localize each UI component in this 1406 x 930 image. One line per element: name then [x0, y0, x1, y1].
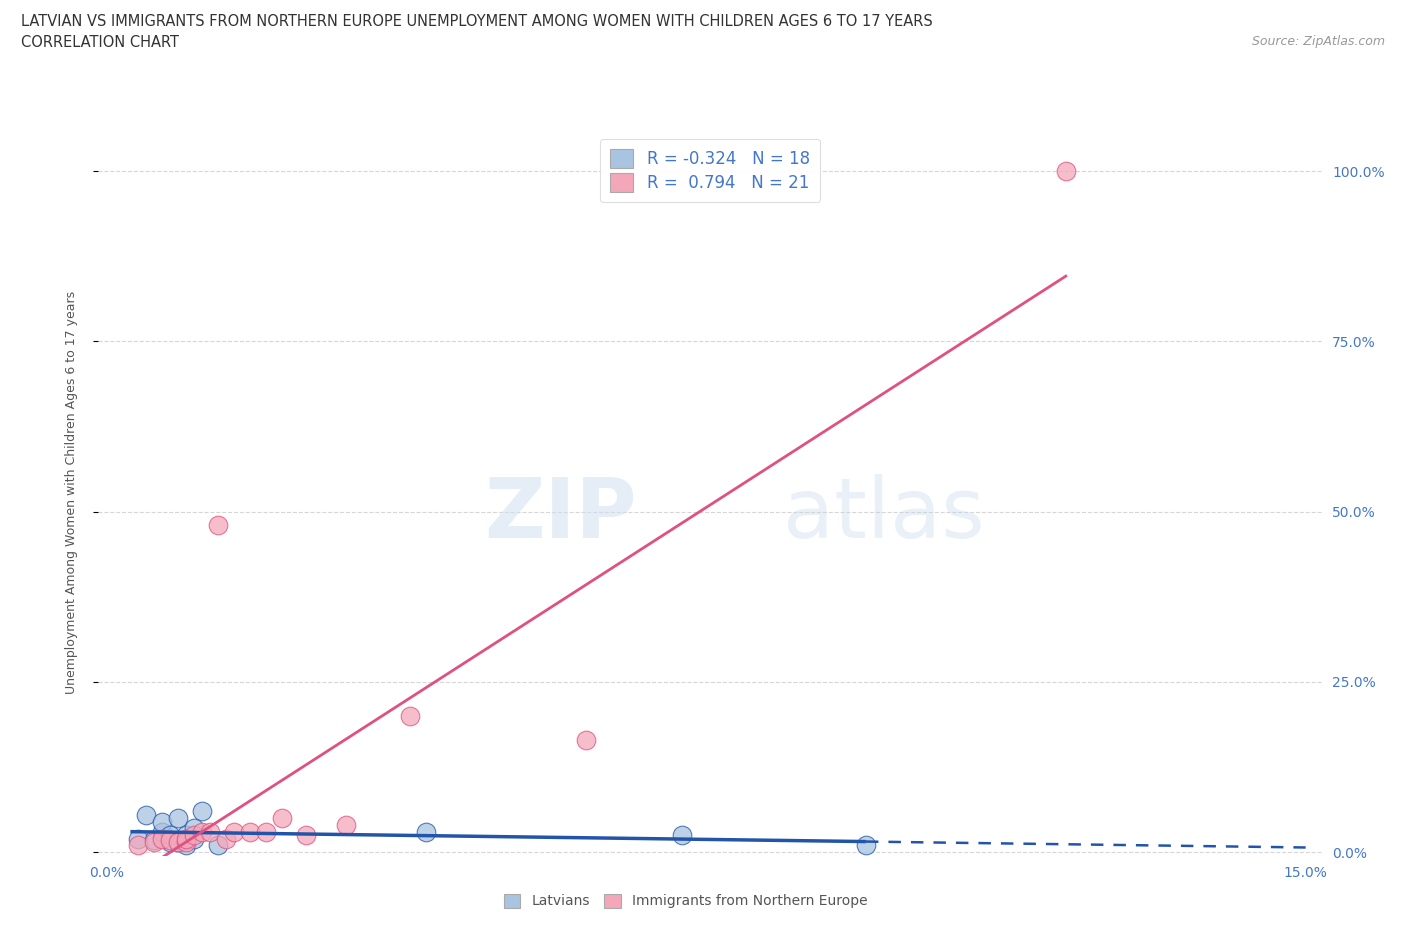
Point	[176, 828, 198, 843]
Point	[254, 824, 277, 839]
Point	[167, 834, 190, 849]
Text: ZIP: ZIP	[484, 474, 637, 555]
Point	[143, 832, 166, 847]
Point	[183, 831, 205, 846]
Text: LATVIAN VS IMMIGRANTS FROM NORTHERN EUROPE UNEMPLOYMENT AMONG WOMEN WITH CHILDRE: LATVIAN VS IMMIGRANTS FROM NORTHERN EURO…	[21, 14, 932, 29]
Point	[176, 838, 198, 853]
Point	[150, 831, 173, 846]
Point	[135, 807, 157, 822]
Point	[176, 834, 198, 849]
Y-axis label: Unemployment Among Women with Children Ages 6 to 17 years: Unemployment Among Women with Children A…	[65, 291, 77, 695]
Point	[167, 811, 190, 826]
Point	[176, 831, 198, 846]
Point	[207, 518, 229, 533]
Text: Source: ZipAtlas.com: Source: ZipAtlas.com	[1251, 35, 1385, 48]
Point	[1054, 164, 1077, 179]
Point	[127, 831, 149, 846]
Point	[167, 834, 190, 849]
Point	[671, 828, 693, 843]
Point	[150, 824, 173, 839]
Point	[855, 838, 877, 853]
Point	[207, 838, 229, 853]
Point	[191, 804, 214, 818]
Point	[150, 814, 173, 829]
Point	[215, 831, 238, 846]
Point	[239, 824, 262, 839]
Point	[200, 824, 222, 839]
Text: atlas: atlas	[783, 474, 986, 555]
Point	[191, 824, 214, 839]
Point	[159, 832, 181, 847]
Text: CORRELATION CHART: CORRELATION CHART	[21, 35, 179, 50]
Point	[183, 821, 205, 836]
Point	[159, 828, 181, 843]
Point	[399, 709, 422, 724]
Point	[271, 811, 294, 826]
Legend: Latvians, Immigrants from Northern Europe: Latvians, Immigrants from Northern Europ…	[498, 888, 873, 914]
Point	[415, 824, 437, 839]
Point	[159, 834, 181, 849]
Point	[143, 834, 166, 849]
Point	[295, 828, 318, 843]
Point	[575, 732, 598, 747]
Point	[127, 838, 149, 853]
Point	[335, 817, 357, 832]
Point	[224, 824, 246, 839]
Point	[183, 828, 205, 843]
